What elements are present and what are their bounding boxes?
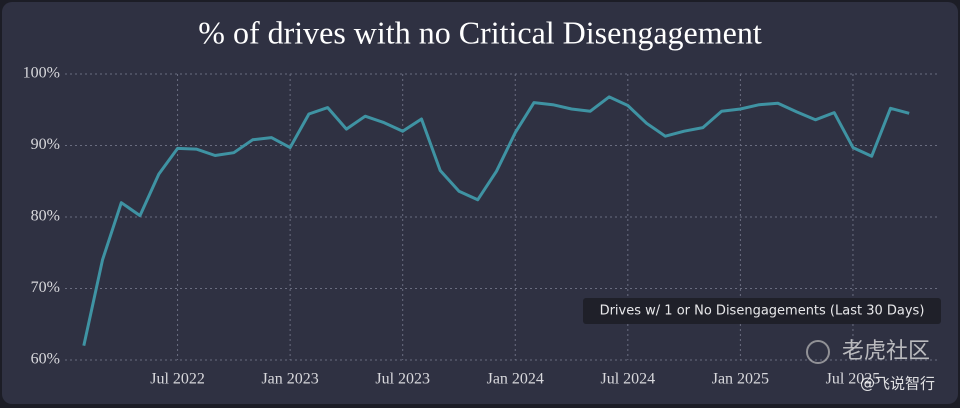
x-tick-label: Jan 2024 (487, 371, 544, 388)
x-tick-label: Jul 2024 (600, 371, 655, 388)
legend-box (583, 298, 941, 324)
chart-title: % of drives with no Critical Disengageme… (198, 14, 762, 50)
x-tick-label: Jul 2025 (826, 371, 881, 388)
watermark-icon (806, 340, 830, 364)
y-tick-label: 100% (23, 65, 60, 82)
watermark-brand: 老虎社区 (842, 339, 930, 364)
y-tick-label: 60% (31, 351, 60, 368)
x-tick-label: Jan 2025 (712, 371, 769, 388)
y-tick-label: 90% (31, 136, 60, 153)
x-tick-label: Jul 2023 (375, 371, 430, 388)
plot-area: 60% 70% 80% 90% 100% Jul 2022 Jan 2023 Jul 2023… (23, 65, 940, 388)
y-tick-label: 70% (31, 279, 60, 296)
x-tick-label: Jul 2022 (150, 371, 205, 388)
x-tick-label: Jan 2023 (261, 371, 318, 388)
legend-label: Drives w/ 1 or No Disengagements (Last 3… (600, 304, 925, 319)
data-line (82, 95, 910, 347)
watermark-handle: @飞说智行 (860, 375, 935, 393)
y-tick-label: 80% (31, 208, 60, 225)
